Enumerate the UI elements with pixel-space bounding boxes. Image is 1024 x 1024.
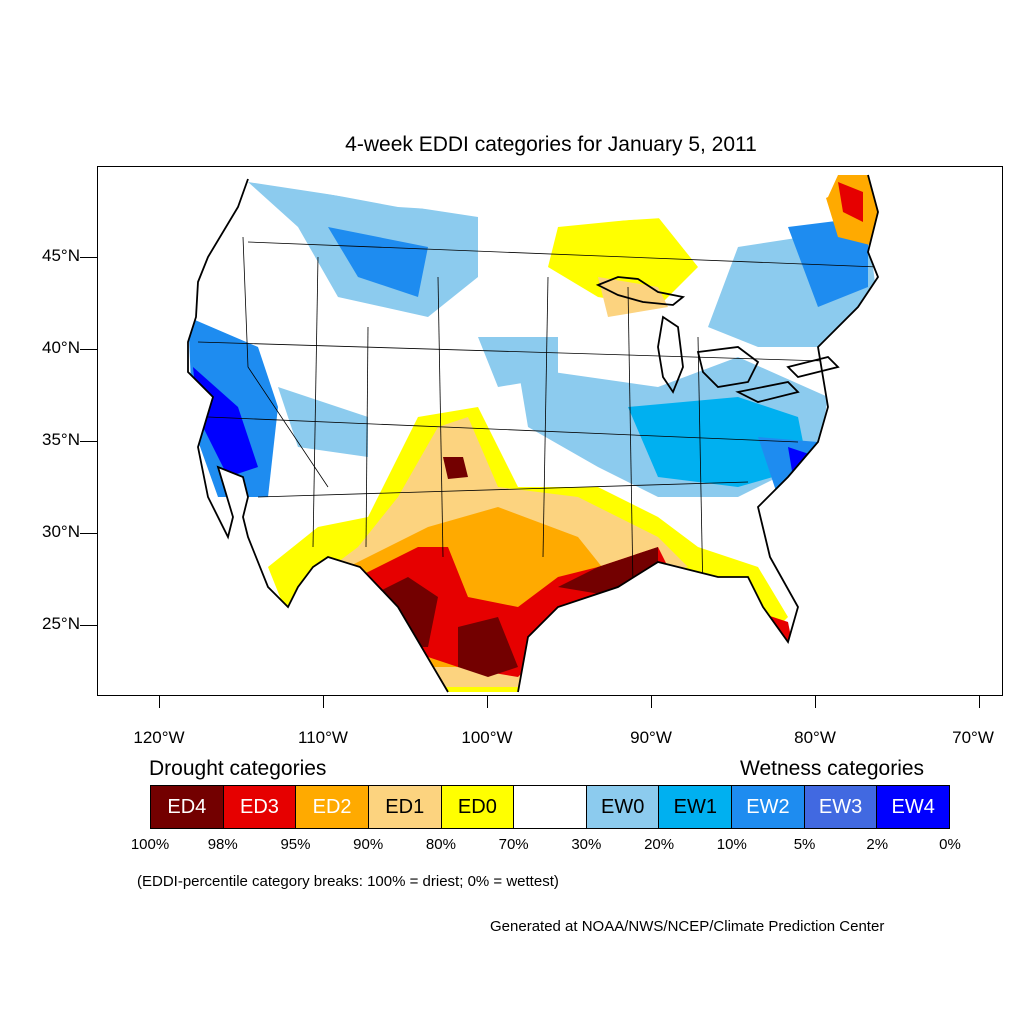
drought-heading: Drought categories bbox=[149, 757, 327, 780]
legend-swatch: ED1 bbox=[368, 786, 442, 828]
lat-label: 40°N bbox=[42, 338, 80, 357]
lon-tick bbox=[979, 696, 980, 708]
wetness-heading: Wetness categories bbox=[740, 757, 925, 780]
map-title: 4-week EDDI categories for January 5, 20… bbox=[345, 133, 757, 156]
legend-swatch: EW2 bbox=[732, 786, 805, 828]
lon-label: 100°W bbox=[461, 728, 513, 747]
breaks-note: (EDDI-percentile category breaks: 100% =… bbox=[137, 873, 559, 890]
percent-break-label: 70% bbox=[498, 836, 529, 853]
percent-break-label: 98% bbox=[207, 836, 238, 853]
lat-label: 25°N bbox=[42, 614, 80, 633]
lat-label: 45°N bbox=[42, 246, 80, 265]
lon-tick bbox=[159, 696, 160, 708]
percent-break-label: 30% bbox=[571, 836, 602, 853]
lon-tick bbox=[651, 696, 652, 708]
percent-break-label: 20% bbox=[644, 836, 675, 853]
credit-text: Generated at NOAA/NWS/NCEP/Climate Predi… bbox=[490, 918, 885, 935]
lat-tick bbox=[80, 349, 97, 350]
legend-swatch: EW0 bbox=[586, 786, 660, 828]
legend-bar: ED4 ED3 ED2 ED1 ED0 EW0 EW1 EW2 EW3 EW4 bbox=[150, 785, 950, 829]
legend-swatch: ED4 bbox=[151, 786, 224, 828]
legend-swatch: ED2 bbox=[296, 786, 369, 828]
lat-label: 35°N bbox=[42, 430, 80, 449]
lat-tick bbox=[80, 441, 97, 442]
percent-break-label: 2% bbox=[866, 836, 889, 853]
coastlines bbox=[187, 174, 880, 693]
category-fill bbox=[188, 175, 878, 692]
state-boundaries bbox=[197, 236, 878, 598]
percent-break-label: 5% bbox=[793, 836, 816, 853]
lon-tick bbox=[487, 696, 488, 708]
map-frame bbox=[97, 166, 1003, 696]
lon-label: 110°W bbox=[298, 728, 348, 747]
percent-break-label: 95% bbox=[280, 836, 311, 853]
percent-break-label: 90% bbox=[353, 836, 384, 853]
legend-swatch: ED0 bbox=[441, 786, 515, 828]
lon-label: 80°W bbox=[794, 728, 836, 747]
lon-label: 70°W bbox=[952, 728, 994, 747]
percent-break-label: 100% bbox=[130, 836, 170, 853]
lat-tick bbox=[80, 625, 97, 626]
lat-tick bbox=[80, 257, 97, 258]
percent-break-label: 0% bbox=[939, 836, 961, 853]
legend-swatch: EW1 bbox=[659, 786, 733, 828]
legend-swatch bbox=[514, 786, 587, 828]
lat-tick bbox=[80, 533, 97, 534]
eddi-map bbox=[187, 174, 880, 693]
lon-label: 120°W bbox=[133, 728, 185, 747]
lat-label: 30°N bbox=[42, 522, 80, 541]
legend-swatch: ED3 bbox=[223, 786, 297, 828]
percent-break-label: 80% bbox=[425, 836, 456, 853]
legend-swatch: EW4 bbox=[877, 786, 950, 828]
lon-tick bbox=[815, 696, 816, 708]
legend-swatch: EW3 bbox=[804, 786, 878, 828]
percent-break-label: 10% bbox=[716, 836, 747, 853]
lon-tick bbox=[323, 696, 324, 708]
lon-label: 90°W bbox=[630, 728, 672, 747]
